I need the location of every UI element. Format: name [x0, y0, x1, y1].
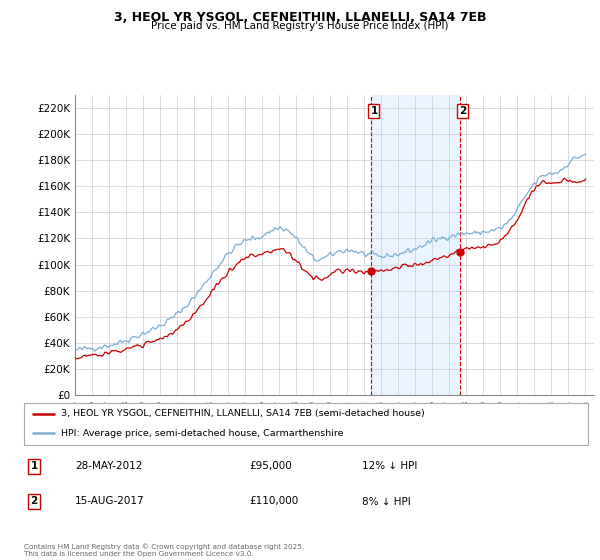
Text: 28-MAY-2012: 28-MAY-2012	[75, 461, 142, 472]
Text: 2: 2	[459, 106, 466, 116]
Text: 8% ↓ HPI: 8% ↓ HPI	[362, 497, 411, 506]
Text: 1: 1	[370, 106, 377, 116]
Bar	[371, 95, 460, 395]
Text: Contains HM Land Registry data © Crown copyright and database right 2025.
This d: Contains HM Land Registry data © Crown c…	[24, 544, 304, 557]
Text: 1: 1	[31, 461, 38, 472]
Text: 12% ↓ HPI: 12% ↓ HPI	[362, 461, 418, 472]
Text: 3, HEOL YR YSGOL, CEFNEITHIN, LLANELLI, SA14 7EB: 3, HEOL YR YSGOL, CEFNEITHIN, LLANELLI, …	[114, 11, 486, 24]
Text: £110,000: £110,000	[250, 497, 299, 506]
Text: £95,000: £95,000	[250, 461, 292, 472]
Text: HPI: Average price, semi-detached house, Carmarthenshire: HPI: Average price, semi-detached house,…	[61, 429, 343, 438]
Text: 15-AUG-2017: 15-AUG-2017	[75, 497, 145, 506]
Text: Price paid vs. HM Land Registry's House Price Index (HPI): Price paid vs. HM Land Registry's House …	[151, 21, 449, 31]
Text: 2: 2	[31, 497, 38, 506]
FancyBboxPatch shape	[24, 403, 588, 445]
Text: 3, HEOL YR YSGOL, CEFNEITHIN, LLANELLI, SA14 7EB (semi-detached house): 3, HEOL YR YSGOL, CEFNEITHIN, LLANELLI, …	[61, 409, 424, 418]
